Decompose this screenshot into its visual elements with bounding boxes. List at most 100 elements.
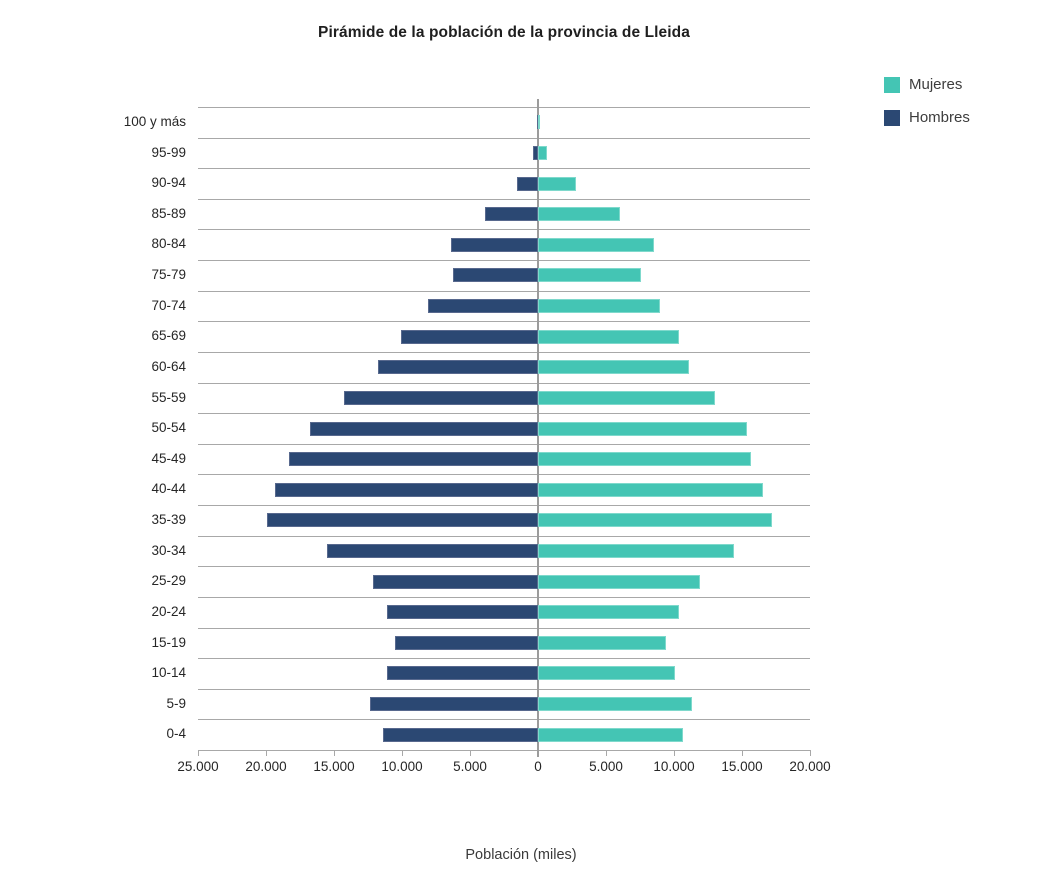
y-label-95-99: 95-99 <box>151 144 186 160</box>
bar-hombres-55-59 <box>344 390 538 405</box>
x-axis: 25.000 20.000 15.000 10.000 5.000 0 5.000 10.00… <box>177 750 831 790</box>
row-20-24 <box>198 596 810 629</box>
y-label-75-79: 75-79 <box>151 267 186 283</box>
bar-mujeres-70-74 <box>538 299 661 314</box>
bar-hombres-5-9 <box>370 697 538 712</box>
bar-mujeres-90-94 <box>538 176 577 191</box>
x-tick-mark-15.000 <box>741 750 743 756</box>
x-tick-label-0: 0 <box>534 759 542 774</box>
y-label-20-24: 20-24 <box>151 603 186 619</box>
x-tick-label-20.000: 20.000 <box>245 759 287 774</box>
x-tick-mark-25.000 <box>197 750 199 756</box>
plot-area <box>198 99 810 757</box>
bar-hombres-65-69 <box>401 329 538 344</box>
row-40-44 <box>198 474 810 506</box>
row-45-49 <box>198 443 810 476</box>
row-95-99 <box>198 137 810 170</box>
row-50-54 <box>198 413 810 445</box>
y-label-10-14: 10-14 <box>151 665 186 681</box>
bar-mujeres-95-99 <box>538 145 547 160</box>
bar-mujeres-10-14 <box>538 666 676 681</box>
bar-hombres-35-39 <box>266 513 538 528</box>
bar-mujeres-85-89 <box>538 207 620 222</box>
row-70-74 <box>198 290 810 323</box>
x-tick-mark-15.000 <box>333 750 335 756</box>
chart-title: Pirámide de la población de la provincia… <box>318 24 690 41</box>
bar-hombres-30-34 <box>326 543 538 558</box>
y-label-65-69: 65-69 <box>151 328 186 344</box>
bar-mujeres-45-49 <box>538 452 751 467</box>
bar-hombres-10-14 <box>387 666 538 681</box>
bar-hombres-75-79 <box>453 268 538 283</box>
bar-mujeres-30-34 <box>538 543 734 558</box>
x-tick-label-20.000: 20.000 <box>789 759 831 774</box>
row-100 y más <box>198 107 810 139</box>
row-25-29 <box>198 566 810 598</box>
legend-item-hombres: Hombres <box>884 110 970 126</box>
y-label-25-29: 25-29 <box>151 573 186 589</box>
row-10-14 <box>198 658 810 690</box>
x-axis-title: Población (miles) <box>465 847 577 863</box>
legend-label-mujeres: Mujeres <box>909 76 963 93</box>
bar-mujeres-75-79 <box>538 268 642 283</box>
row-15-19 <box>198 627 810 660</box>
y-axis-labels: 100 y más 95-99 90-94 85-89 80-84 75-79 70-74 6… <box>0 107 186 750</box>
y-label-5-9: 5-9 <box>166 695 186 711</box>
y-label-100 y más: 100 y más <box>123 114 186 129</box>
row-35-39 <box>198 505 810 537</box>
row-55-59 <box>198 382 810 415</box>
bar-hombres-80-84 <box>450 237 538 252</box>
y-label-60-64: 60-64 <box>151 358 186 374</box>
bar-hombres-45-49 <box>289 452 538 467</box>
y-label-35-39: 35-39 <box>151 512 186 528</box>
row-60-64 <box>198 351 810 384</box>
row-80-84 <box>198 229 810 261</box>
bar-mujeres-25-29 <box>538 574 700 589</box>
row-5-9 <box>198 688 810 721</box>
legend: Mujeres Hombres <box>884 77 970 143</box>
legend-label-hombres: Hombres <box>909 109 970 126</box>
x-tick-mark-10.000 <box>673 750 675 756</box>
bar-hombres-40-44 <box>274 482 538 497</box>
bar-mujeres-50-54 <box>538 421 748 436</box>
bar-hombres-90-94 <box>516 176 538 191</box>
x-tick-label-5.000: 5.000 <box>453 759 487 774</box>
row-90-94 <box>198 168 810 200</box>
legend-item-mujeres: Mujeres <box>884 77 970 93</box>
row-75-79 <box>198 260 810 292</box>
bar-hombres-0-4 <box>382 727 538 742</box>
mujeres-swatch-icon <box>884 77 900 93</box>
bar-hombres-60-64 <box>377 360 538 375</box>
y-label-55-59: 55-59 <box>151 389 186 405</box>
y-label-15-19: 15-19 <box>151 634 186 650</box>
row-0-4 <box>198 719 810 751</box>
y-label-0-4: 0-4 <box>166 726 186 742</box>
bar-mujeres-100 y más <box>538 115 541 130</box>
x-tick-label-10.000: 10.000 <box>653 759 695 774</box>
bar-hombres-95-99 <box>532 145 538 160</box>
x-tick-mark-20.000 <box>265 750 267 756</box>
bar-mujeres-15-19 <box>538 635 666 650</box>
bar-mujeres-65-69 <box>538 329 680 344</box>
x-tick-mark-20.000 <box>809 750 811 756</box>
bar-mujeres-55-59 <box>538 390 715 405</box>
bar-mujeres-20-24 <box>538 605 680 620</box>
bar-hombres-70-74 <box>427 299 538 314</box>
bar-mujeres-60-64 <box>538 360 689 375</box>
bar-mujeres-35-39 <box>538 513 772 528</box>
x-tick-label-10.000: 10.000 <box>381 759 423 774</box>
x-tick-label-15.000: 15.000 <box>313 759 355 774</box>
y-label-40-44: 40-44 <box>151 481 186 497</box>
bar-hombres-85-89 <box>484 207 538 222</box>
bar-mujeres-40-44 <box>538 482 764 497</box>
x-tick-label-5.000: 5.000 <box>589 759 623 774</box>
bar-mujeres-5-9 <box>538 697 692 712</box>
y-label-70-74: 70-74 <box>151 297 186 313</box>
bar-hombres-15-19 <box>395 635 538 650</box>
bar-hombres-50-54 <box>309 421 538 436</box>
y-label-30-34: 30-34 <box>151 542 186 558</box>
bar-hombres-25-29 <box>373 574 538 589</box>
x-tick-label-25.000: 25.000 <box>177 759 219 774</box>
hombres-swatch-icon <box>884 110 900 126</box>
y-label-85-89: 85-89 <box>151 205 186 221</box>
